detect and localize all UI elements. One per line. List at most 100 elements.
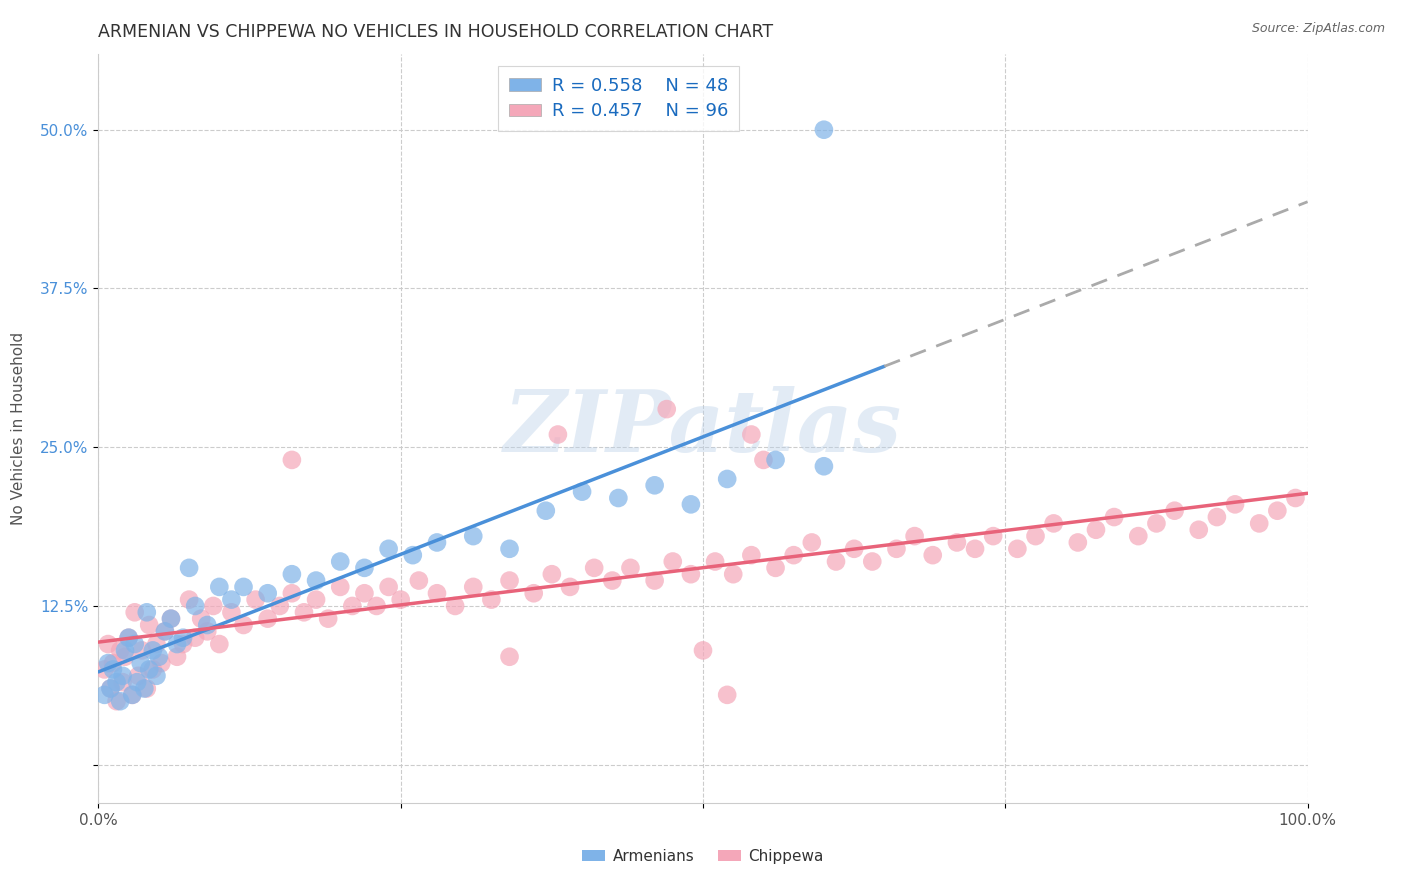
Point: [100, 681, 122, 696]
Point: [1085, 523, 1108, 537]
Point: [221, 592, 243, 607]
Point: [172, 631, 194, 645]
Point: [281, 567, 304, 582]
Point: [904, 529, 927, 543]
Point: [232, 618, 254, 632]
Point: [114, 649, 136, 664]
Text: ARMENIAN VS CHIPPEWA NO VEHICLES IN HOUSEHOLD CORRELATION CHART: ARMENIAN VS CHIPPEWA NO VEHICLES IN HOUS…: [98, 23, 773, 41]
Point: [232, 580, 254, 594]
Point: [655, 402, 678, 417]
Point: [1223, 497, 1246, 511]
Point: [131, 643, 153, 657]
Point: [800, 535, 823, 549]
Point: [329, 580, 352, 594]
Point: [179, 592, 201, 607]
Point: [184, 631, 207, 645]
Point: [813, 459, 835, 474]
Point: [481, 592, 503, 607]
Point: [118, 631, 141, 645]
Point: [1249, 516, 1271, 531]
Point: [377, 580, 399, 594]
Point: [142, 643, 165, 657]
Point: [981, 529, 1004, 543]
Point: [101, 656, 124, 670]
Point: [148, 649, 170, 664]
Point: [256, 612, 278, 626]
Point: [114, 643, 136, 657]
Point: [195, 618, 218, 632]
Point: [127, 675, 149, 690]
Text: Source: ZipAtlas.com: Source: ZipAtlas.com: [1251, 22, 1385, 36]
Point: [100, 681, 122, 696]
Point: [752, 453, 775, 467]
Point: [679, 497, 702, 511]
Point: [860, 554, 883, 568]
Point: [1128, 529, 1150, 543]
Point: [101, 663, 124, 677]
Point: [366, 599, 388, 613]
Point: [208, 580, 231, 594]
Point: [679, 567, 702, 582]
Point: [202, 599, 225, 613]
Point: [281, 586, 304, 600]
Point: [402, 548, 425, 562]
Point: [111, 675, 134, 690]
Point: [111, 669, 134, 683]
Point: [692, 643, 714, 657]
Point: [184, 599, 207, 613]
Point: [124, 637, 146, 651]
Point: [463, 580, 485, 594]
Point: [1267, 504, 1289, 518]
Point: [269, 599, 291, 613]
Point: [1188, 523, 1211, 537]
Point: [463, 529, 485, 543]
Point: [105, 694, 128, 708]
Point: [1284, 491, 1306, 505]
Point: [145, 669, 167, 683]
Point: [129, 656, 152, 670]
Point: [292, 605, 315, 619]
Point: [281, 453, 304, 467]
Point: [547, 427, 569, 442]
Point: [97, 656, 120, 670]
Point: [716, 688, 738, 702]
Point: [166, 637, 188, 651]
Point: [118, 631, 141, 645]
Point: [1042, 516, 1064, 531]
Point: [305, 574, 328, 588]
Point: [844, 541, 866, 556]
Point: [408, 574, 430, 588]
Point: [946, 535, 969, 549]
Point: [389, 592, 412, 607]
Point: [97, 637, 120, 651]
Point: [498, 541, 520, 556]
Point: [740, 548, 762, 562]
Point: [138, 663, 160, 677]
Point: [135, 681, 157, 696]
Point: [1163, 504, 1185, 518]
Point: [150, 656, 173, 670]
Point: [782, 548, 804, 562]
Point: [825, 554, 848, 568]
Point: [704, 554, 727, 568]
Point: [93, 663, 115, 677]
Point: [1146, 516, 1168, 531]
Point: [121, 688, 143, 702]
Point: [138, 618, 160, 632]
Point: [765, 561, 787, 575]
Point: [127, 669, 149, 683]
Point: [153, 624, 176, 639]
Point: [886, 541, 908, 556]
Point: [644, 478, 666, 492]
Point: [723, 567, 745, 582]
Point: [571, 484, 593, 499]
Point: [160, 612, 183, 626]
Point: [583, 561, 606, 575]
Point: [716, 472, 738, 486]
Point: [765, 453, 787, 467]
Point: [644, 574, 666, 588]
Point: [221, 605, 243, 619]
Point: [124, 605, 146, 619]
Point: [108, 694, 131, 708]
Point: [426, 586, 449, 600]
